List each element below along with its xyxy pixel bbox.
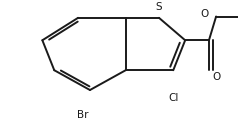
- Text: Br: Br: [77, 110, 89, 120]
- Text: O: O: [200, 9, 208, 19]
- Text: Cl: Cl: [168, 93, 178, 103]
- Text: O: O: [212, 72, 220, 82]
- Text: S: S: [156, 2, 162, 12]
